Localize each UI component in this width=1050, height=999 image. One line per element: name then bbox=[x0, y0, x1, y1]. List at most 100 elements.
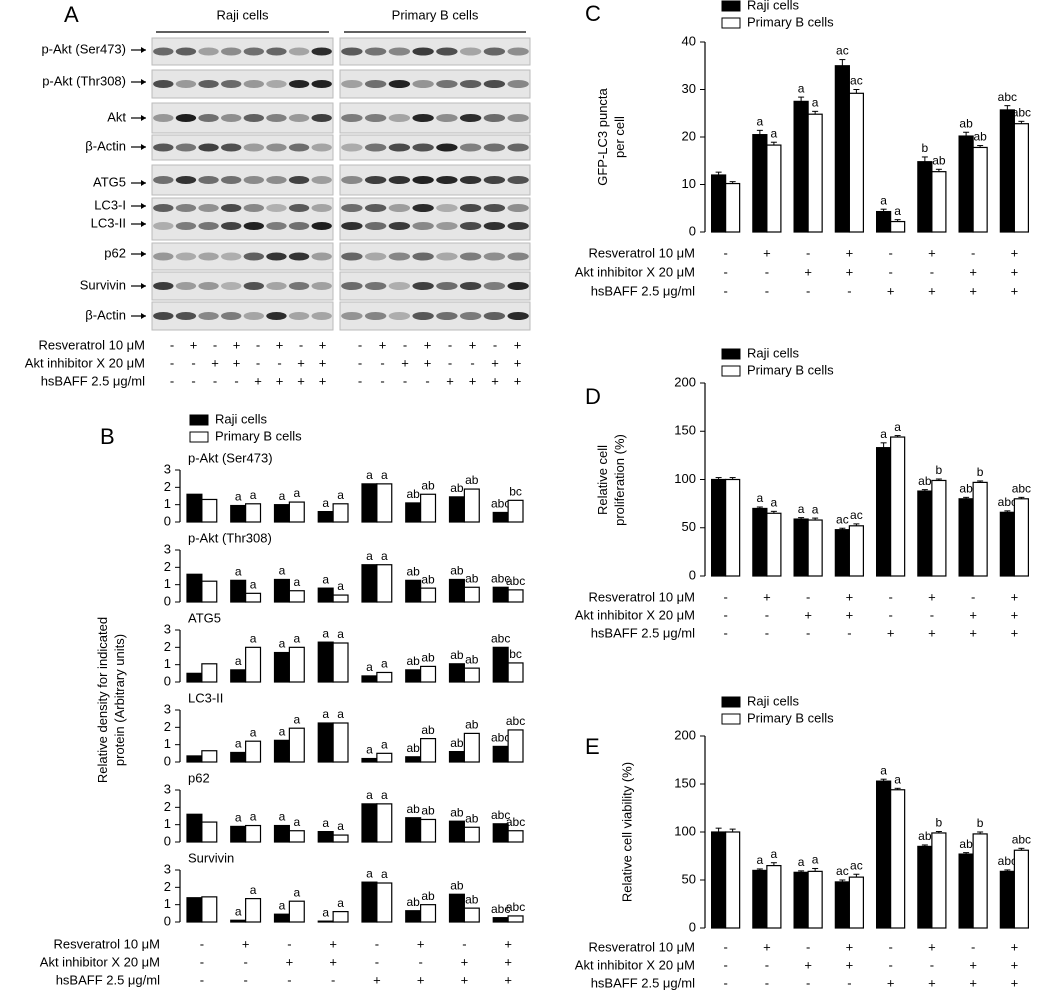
legend-label: Raji cells bbox=[215, 411, 268, 426]
legend-label: Raji cells bbox=[747, 345, 800, 360]
blot-band bbox=[483, 312, 506, 320]
arrow-head bbox=[141, 79, 146, 85]
significance-label: a bbox=[366, 660, 373, 674]
subchart-title: ATG5 bbox=[188, 610, 221, 625]
significance-label: a bbox=[771, 126, 778, 140]
blot-band bbox=[412, 80, 434, 88]
blot-band bbox=[341, 204, 363, 212]
significance-label: a bbox=[880, 763, 887, 777]
y-tick-label: 100 bbox=[674, 823, 696, 838]
blot-band bbox=[288, 282, 310, 290]
bar bbox=[332, 834, 349, 843]
treatment-sign: - bbox=[971, 589, 975, 604]
bar bbox=[492, 646, 509, 683]
bar bbox=[186, 897, 203, 923]
y-tick-label: 3 bbox=[164, 701, 171, 716]
bar bbox=[230, 504, 247, 523]
significance-label: a bbox=[894, 772, 901, 786]
y-tick-label: 1 bbox=[164, 896, 171, 911]
blot-band bbox=[507, 204, 529, 212]
bar bbox=[376, 564, 393, 603]
blot-band bbox=[153, 222, 174, 230]
panel-label: D bbox=[585, 384, 601, 409]
treatment-sign: + bbox=[928, 283, 936, 298]
significance-label: a bbox=[279, 810, 286, 824]
treatment-sign: - bbox=[888, 589, 892, 604]
significance-label: ac bbox=[836, 512, 849, 526]
treatment-sign: - bbox=[191, 355, 195, 370]
treatment-label: hsBAFF 2.5 μg/ml bbox=[591, 283, 695, 298]
treatment-sign: + bbox=[424, 337, 432, 352]
treatment-sign: + bbox=[319, 337, 327, 352]
blot-band bbox=[436, 47, 458, 56]
treatment-sign: + bbox=[417, 936, 425, 951]
bar bbox=[448, 750, 465, 763]
subchart-title: LC3-II bbox=[188, 690, 223, 705]
bar bbox=[376, 803, 393, 843]
significance-label: a bbox=[337, 896, 344, 910]
significance-label: a bbox=[757, 853, 764, 867]
treatment-sign: - bbox=[806, 625, 810, 640]
significance-label: a bbox=[812, 853, 819, 867]
blot-band bbox=[483, 252, 506, 261]
treatment-sign: + bbox=[424, 355, 432, 370]
y-tick-label: 2 bbox=[164, 879, 171, 894]
significance-label: a bbox=[293, 815, 300, 829]
significance-label: a bbox=[293, 712, 300, 726]
blot-band bbox=[388, 114, 411, 122]
blot-band bbox=[364, 222, 387, 230]
significance-label: abc bbox=[506, 815, 525, 829]
legend-swatch bbox=[721, 365, 741, 377]
treatment-sign: + bbox=[804, 607, 812, 622]
bar bbox=[186, 813, 203, 843]
treatment-sign: + bbox=[846, 607, 854, 622]
treatment-sign: - bbox=[806, 283, 810, 298]
blot-band bbox=[243, 143, 264, 152]
treatment-sign: + bbox=[763, 939, 771, 954]
blot-band bbox=[388, 47, 411, 56]
legend-label: Primary B cells bbox=[747, 710, 834, 725]
blot-band bbox=[243, 114, 264, 122]
treatment-sign: + bbox=[319, 373, 327, 388]
protein-label: β-Actin bbox=[85, 138, 126, 153]
bar bbox=[273, 578, 290, 603]
treatment-sign: + bbox=[379, 337, 387, 352]
blot-band bbox=[288, 176, 310, 184]
blot-band bbox=[221, 204, 242, 212]
subchart-title: p-Akt (Ser473) bbox=[188, 450, 273, 465]
bar bbox=[972, 833, 988, 929]
bar bbox=[273, 739, 290, 763]
treatment-sign: + bbox=[1011, 975, 1019, 990]
bar bbox=[725, 831, 741, 929]
treatment-sign: - bbox=[462, 936, 466, 951]
treatment-sign: - bbox=[930, 957, 934, 972]
treatment-sign: - bbox=[723, 975, 727, 990]
treatment-sign: + bbox=[804, 264, 812, 279]
bar bbox=[972, 146, 988, 233]
treatment-sign: + bbox=[763, 245, 771, 260]
blot-band bbox=[341, 143, 363, 152]
blot-band bbox=[341, 80, 363, 88]
bar bbox=[448, 820, 465, 843]
treatment-sign: - bbox=[765, 957, 769, 972]
significance-label: abc bbox=[506, 900, 525, 914]
treatment-sign: - bbox=[191, 373, 195, 388]
treatment-sign: - bbox=[243, 954, 247, 969]
treatment-sign: - bbox=[888, 245, 892, 260]
significance-label: ab bbox=[407, 741, 421, 755]
blot-band bbox=[388, 252, 411, 261]
bar bbox=[201, 896, 218, 923]
subchart-title: p62 bbox=[188, 770, 210, 785]
treatment-sign: + bbox=[1011, 589, 1019, 604]
bar bbox=[332, 594, 349, 603]
treatment-sign: + bbox=[461, 972, 469, 987]
bar bbox=[848, 525, 864, 577]
bar bbox=[288, 501, 305, 523]
y-tick-label: 10 bbox=[682, 176, 696, 191]
blot-band bbox=[288, 47, 310, 56]
treatment-sign: + bbox=[928, 589, 936, 604]
treatment-sign: - bbox=[723, 607, 727, 622]
significance-label: a bbox=[880, 193, 887, 207]
treatment-sign: + bbox=[233, 337, 241, 352]
bar bbox=[725, 182, 741, 233]
